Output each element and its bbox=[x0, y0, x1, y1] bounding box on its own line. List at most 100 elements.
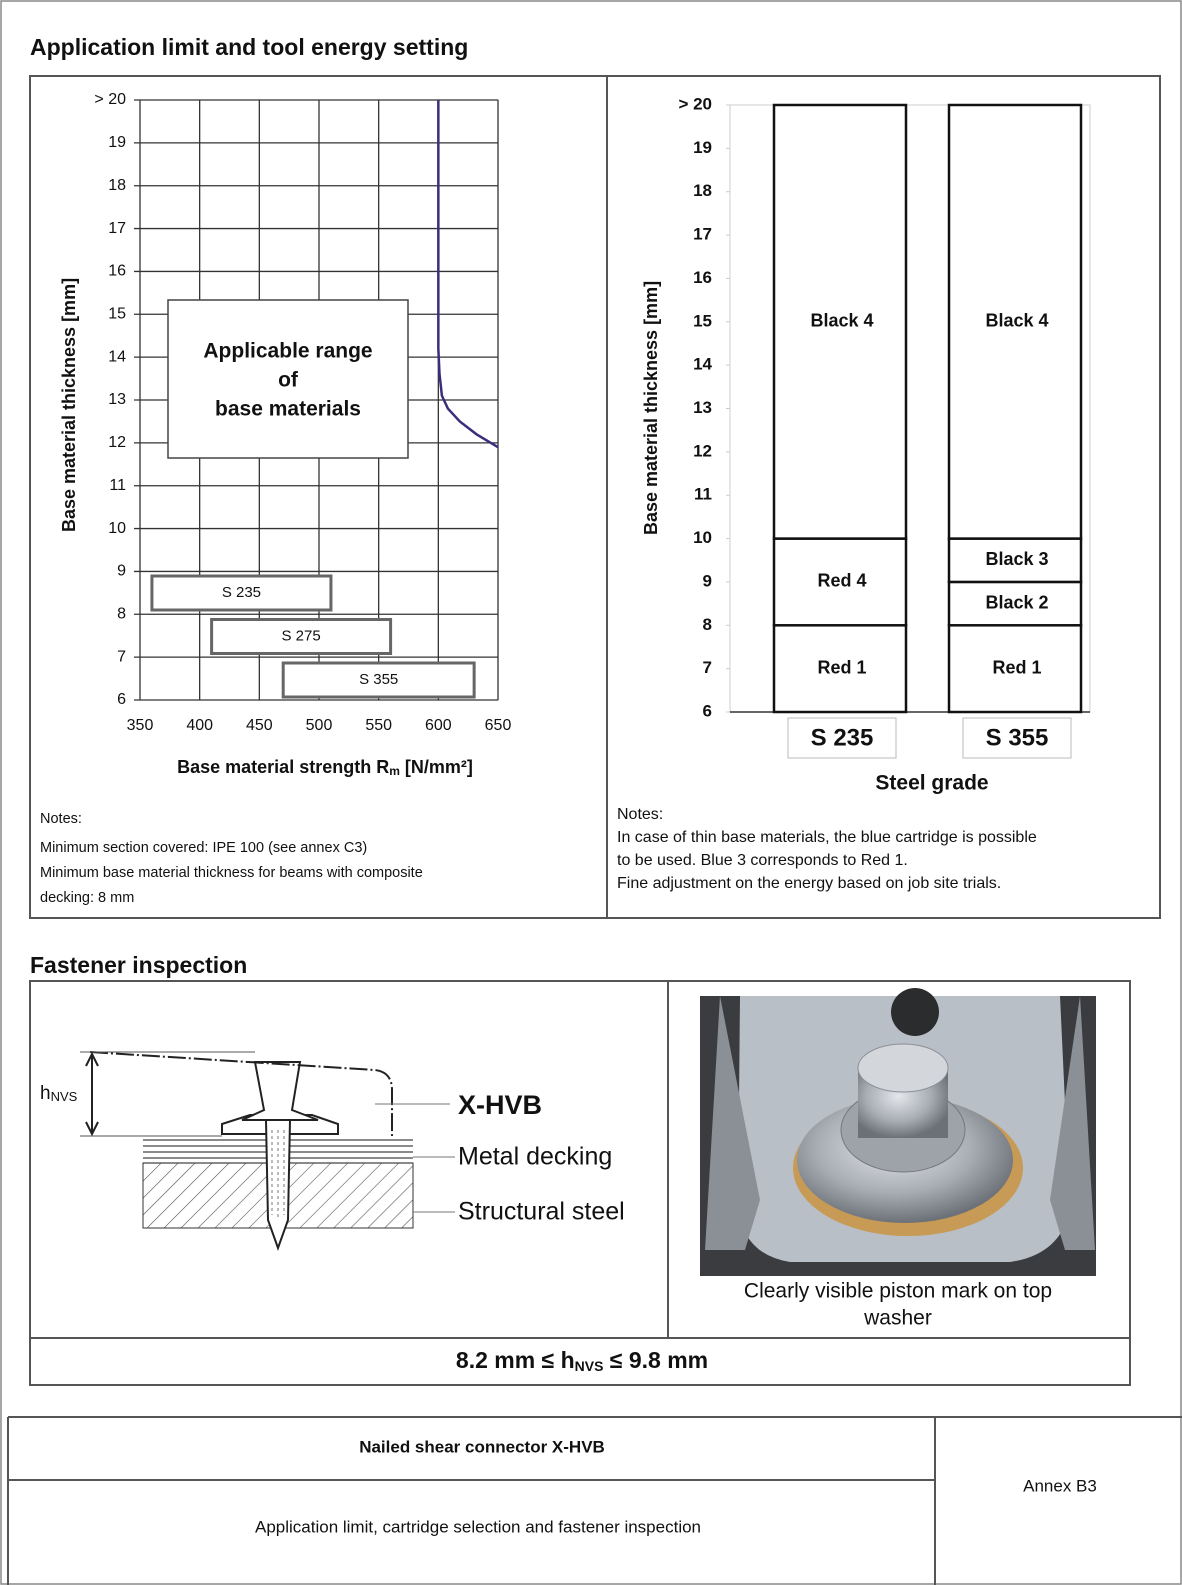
annotation: of bbox=[278, 369, 299, 392]
h-label: hNVS bbox=[40, 1083, 78, 1104]
section-title: Application limit and tool energy settin… bbox=[30, 34, 468, 60]
y-tick-label: 16 bbox=[108, 263, 126, 280]
annotation-box bbox=[167, 299, 409, 459]
nail-texture bbox=[271, 1130, 285, 1220]
note-line: Notes: bbox=[40, 811, 82, 827]
y-tick-label: 19 bbox=[108, 134, 126, 151]
y-tick-label: 13 bbox=[693, 398, 712, 417]
y-tick-label: > 20 bbox=[94, 91, 126, 108]
note-line: to be used. Blue 3 corresponds to Red 1. bbox=[617, 852, 908, 869]
y-tick-label: 6 bbox=[703, 701, 712, 720]
dim-arrow bbox=[85, 1051, 99, 1137]
dim-line bbox=[89, 1051, 393, 1136]
segment-label: Black 4 bbox=[985, 311, 1048, 331]
note-line: Notes: bbox=[617, 806, 663, 823]
note-line: Minimum base material thickness for beam… bbox=[40, 865, 423, 881]
category-label: S 235 bbox=[811, 724, 874, 751]
y-tick-label: 14 bbox=[693, 355, 712, 374]
y-tick-label: 15 bbox=[693, 311, 712, 330]
fastener-diagram: hNVS X-HVB Metal decking Structural stee… bbox=[40, 1051, 625, 1251]
y-tick-label: 6 bbox=[117, 691, 126, 708]
x-tick-label: 650 bbox=[485, 717, 512, 734]
note-line: Fine adjustment on the energy based on j… bbox=[617, 875, 1001, 892]
y-tick-label: 19 bbox=[693, 138, 712, 157]
formula: 8.2 mm ≤ hNVS ≤ 9.8 mm bbox=[456, 1347, 708, 1374]
y-tick-label: 11 bbox=[694, 485, 712, 504]
photo-caption: Clearly visible piston mark on top bbox=[744, 1280, 1052, 1303]
y-tick-label: 9 bbox=[703, 571, 712, 590]
formula-part: ≤ 9.8 mm bbox=[603, 1347, 708, 1373]
note-line: Minimum section covered: IPE 100 (see an… bbox=[40, 840, 367, 856]
segment-label: Red 1 bbox=[817, 657, 866, 677]
y-axis-label: Base material thickness [mm] bbox=[59, 278, 79, 532]
charts: 350 400 450 500 550 600 650 6 7 8 9 10 11 12 13 14 15 16 1… bbox=[59, 91, 1091, 795]
material-range bbox=[210, 618, 393, 655]
material-range bbox=[281, 661, 476, 699]
category-label: S 355 bbox=[986, 724, 1049, 751]
note-line: decking: 8 mm bbox=[40, 890, 134, 906]
segment bbox=[772, 537, 908, 627]
y-tick-label: 9 bbox=[117, 563, 126, 580]
nail-head bbox=[241, 1061, 319, 1121]
photo bbox=[700, 988, 1096, 1276]
h-label-sub: NVS bbox=[51, 1089, 78, 1104]
photo-nail-top bbox=[857, 1043, 949, 1093]
x-tick-label: 600 bbox=[425, 717, 452, 734]
y-tick-label: 7 bbox=[117, 648, 126, 665]
photo-hole bbox=[891, 988, 939, 1036]
annotation: base materials bbox=[215, 398, 361, 421]
segment-label: Red 4 bbox=[817, 571, 866, 591]
segment bbox=[772, 103, 908, 540]
segment-label: Red 1 bbox=[992, 657, 1041, 677]
x-axis-label: Steel grade bbox=[875, 772, 988, 795]
y-tick-label: 15 bbox=[108, 306, 126, 323]
y-tick-label: 17 bbox=[693, 225, 712, 244]
y-tick-label: > 20 bbox=[678, 94, 712, 113]
y-tick-label: 13 bbox=[108, 391, 126, 408]
y-tick-label: 12 bbox=[108, 434, 126, 451]
photo-caption: washer bbox=[863, 1307, 932, 1330]
segment-label: Black 3 bbox=[985, 549, 1048, 569]
photo-bracket-side bbox=[705, 996, 1095, 1250]
material-label: S 235 bbox=[222, 584, 261, 601]
section-title: Fastener inspection bbox=[30, 952, 247, 978]
x-tick-label: 400 bbox=[186, 717, 213, 734]
y-axis-label: Base material thickness [mm] bbox=[641, 281, 661, 535]
annotation: Applicable range bbox=[203, 340, 372, 363]
y-tick-label: 17 bbox=[108, 220, 126, 237]
x-axis-label-part: Base material strength R bbox=[177, 757, 389, 777]
x-tick-label: 550 bbox=[365, 717, 392, 734]
footer-description: Application limit, cartridge selection a… bbox=[255, 1517, 701, 1536]
footer-product: Nailed shear connector X-HVB bbox=[359, 1437, 605, 1456]
y-tick-label: 10 bbox=[108, 520, 126, 537]
inspection-frame bbox=[29, 980, 1131, 1386]
x-tick-label: 450 bbox=[246, 717, 273, 734]
notes-left: Notes: Minimum section covered: IPE 100 (… bbox=[40, 811, 423, 906]
part-label: X-HVB bbox=[458, 1090, 542, 1120]
segment bbox=[947, 103, 1083, 540]
y-tick-label: 12 bbox=[693, 441, 712, 460]
y-tick-label: 8 bbox=[117, 606, 126, 623]
segment bbox=[947, 624, 1083, 714]
h-label-main: h bbox=[40, 1083, 51, 1104]
material-label: S 355 bbox=[359, 671, 398, 688]
y-tick-label: 7 bbox=[703, 658, 712, 677]
material-range bbox=[150, 574, 333, 612]
x-axis-label-part: [N/mm²] bbox=[400, 757, 473, 777]
notes-right: Notes: In case of thin base materials, th… bbox=[617, 806, 1037, 892]
segment bbox=[947, 580, 1083, 627]
y-tick-label: 11 bbox=[109, 477, 126, 494]
formula-part: 8.2 mm ≤ h bbox=[456, 1347, 575, 1373]
category-box bbox=[962, 717, 1072, 759]
part-label: Metal decking bbox=[458, 1143, 612, 1171]
x-axis-label: Base material strength Rm [N/mm²] bbox=[177, 757, 473, 778]
x-axis-label-sub: m bbox=[389, 764, 400, 778]
part-label: Structural steel bbox=[458, 1198, 625, 1226]
note-line: In case of thin base materials, the blue… bbox=[617, 829, 1037, 846]
formula-sub: NVS bbox=[575, 1358, 604, 1374]
y-tick-label: 16 bbox=[693, 268, 712, 287]
limit-curve bbox=[437, 100, 499, 449]
y-tick-label: 10 bbox=[693, 528, 712, 547]
